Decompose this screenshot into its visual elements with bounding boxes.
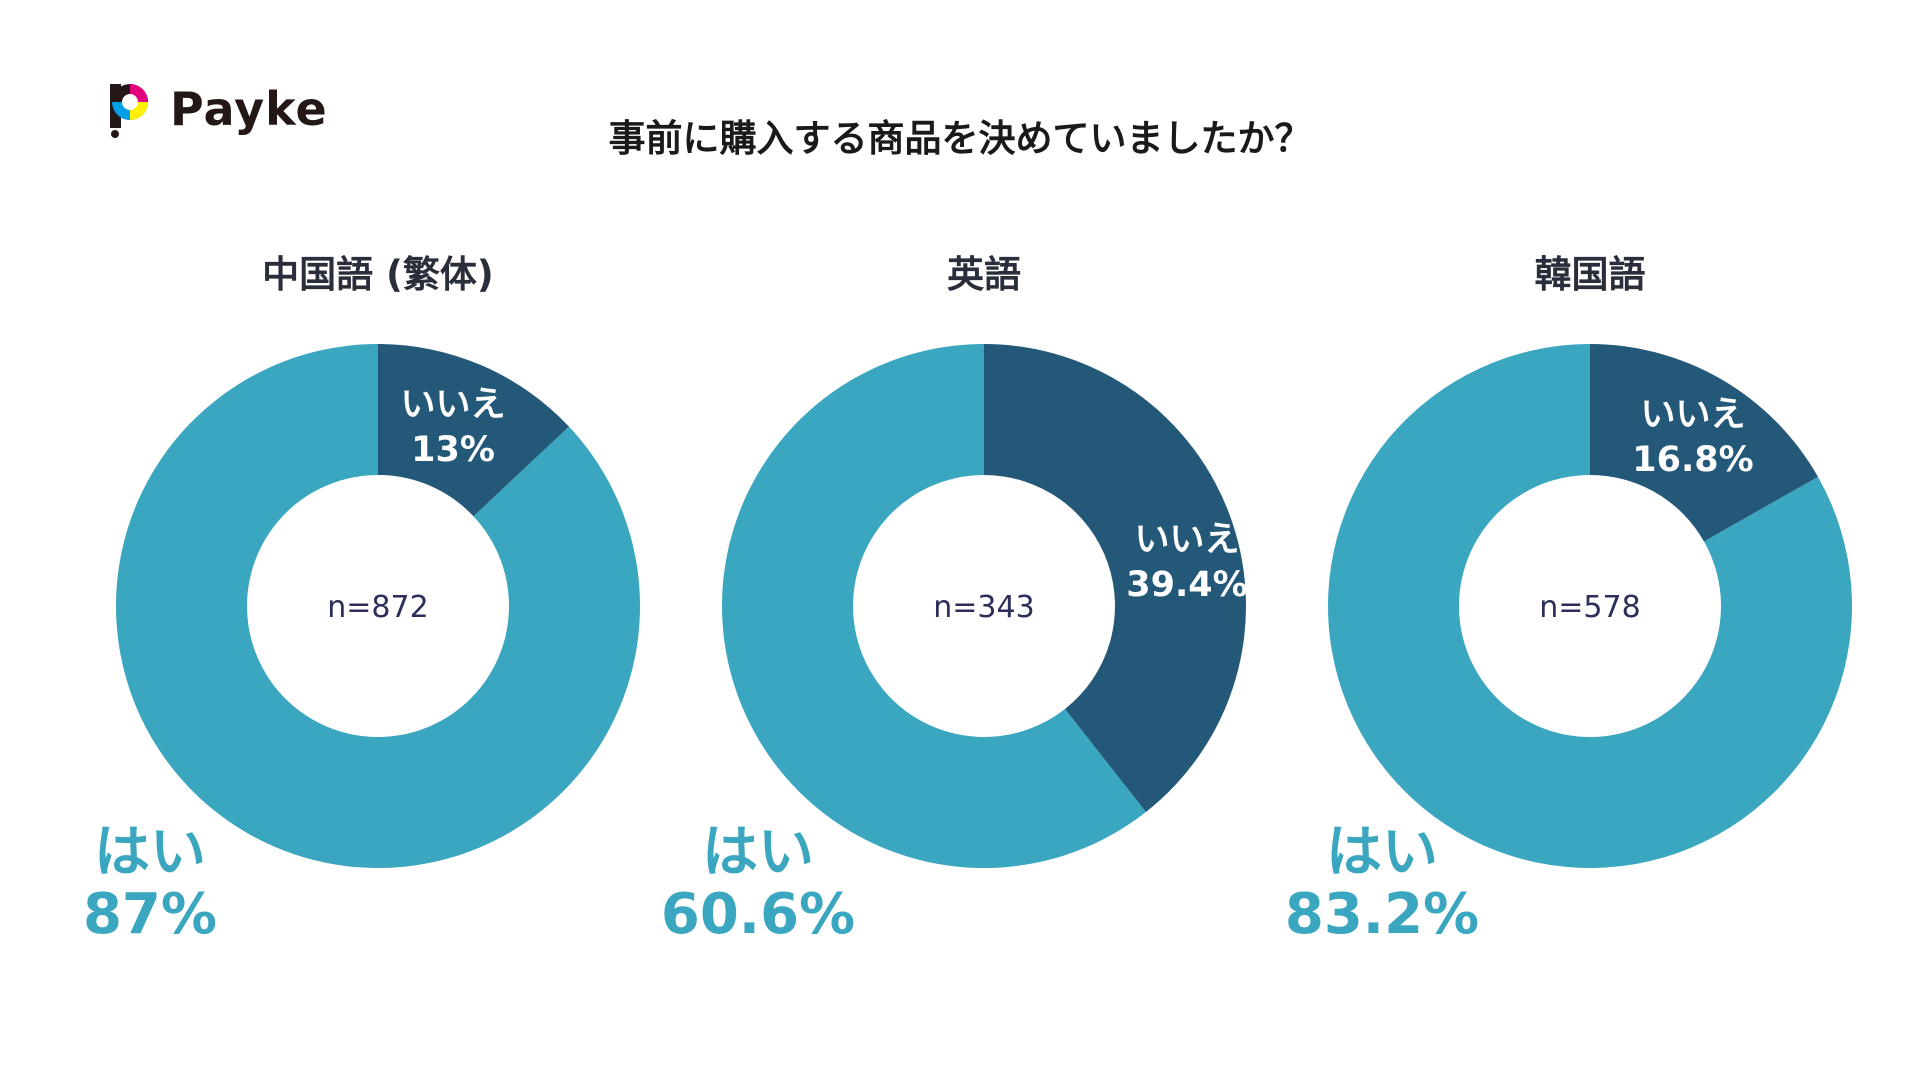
sample-size-label: n=578 <box>1539 590 1640 625</box>
chart-title-korean: 韓国語 <box>1534 253 1646 296</box>
sample-size-label: n=872 <box>327 590 428 625</box>
donut-slice-yes <box>116 344 641 868</box>
donut-slice-no <box>1590 344 1818 542</box>
donut-slice-yes <box>722 344 1146 868</box>
chart-title-english: 英語 <box>947 253 1021 296</box>
brand-logo: Payke <box>108 80 338 140</box>
slice-label-no-text: いいえ <box>1640 395 1746 435</box>
slice-label-yes-0: はい 87% <box>70 822 230 946</box>
slice-label-yes-2: はい 83.2% <box>1272 822 1492 946</box>
slice-label-yes-text: はい <box>94 820 206 885</box>
slice-label-yes-value: 87% <box>82 882 218 947</box>
slice-label-no-value: 16.8% <box>1632 440 1754 480</box>
slice-label-yes-value: 83.2% <box>1284 882 1480 947</box>
slice-label-no-text: いいえ <box>1134 520 1240 560</box>
donut-traditional-chinese: n=872 <box>116 344 641 868</box>
slice-label-no-text: いいえ <box>400 385 506 425</box>
donut-english: n=343 <box>722 344 1247 868</box>
brand-name: Payke <box>170 82 328 136</box>
donut-slice-no <box>984 344 1247 813</box>
slice-label-no-1: いいえ 39.4% <box>1112 518 1262 608</box>
donut-korean: n=578 <box>1328 344 1852 868</box>
main-title: 事前に購入する商品を決めていましたか？ <box>608 117 1312 160</box>
slice-label-no-value: 13% <box>411 430 495 470</box>
slice-label-yes-text: はい <box>702 820 814 885</box>
donut-slice-yes <box>1328 344 1852 868</box>
donut-slice-no <box>378 344 569 517</box>
slice-label-no-0: いいえ 13% <box>398 383 508 473</box>
slice-label-no-2: いいえ 16.8% <box>1618 393 1768 483</box>
sample-size-label: n=343 <box>933 590 1034 625</box>
slice-label-yes-value: 60.6% <box>660 882 856 947</box>
chart-title-traditional-chinese: 中国語 (繁体) <box>262 253 494 296</box>
slice-label-yes-text: はい <box>1326 820 1438 885</box>
slice-label-no-value: 39.4% <box>1126 565 1248 605</box>
payke-logo-icon <box>110 84 148 138</box>
slice-label-yes-1: はい 60.6% <box>648 822 868 946</box>
